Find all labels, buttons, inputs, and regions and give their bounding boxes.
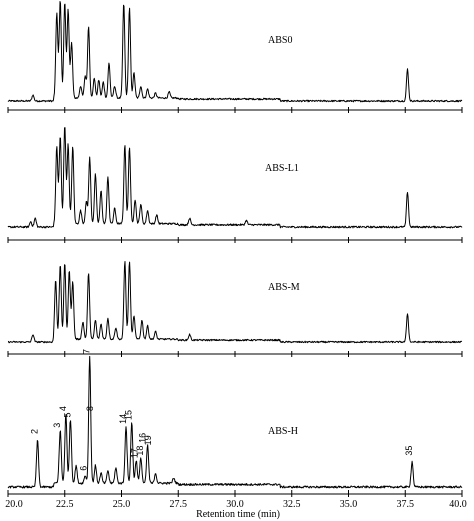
peak-label: 7	[82, 349, 92, 354]
x-tick-label: 22.5	[56, 499, 74, 510]
x-axis: 20.0 22.5 25.0 27.5 30.0 32.5 35.0 37.5 40.0	[5, 490, 467, 510]
panel-abs0: ABS0	[7, 1, 463, 113]
panel-abs-m: ABS-M	[7, 261, 463, 357]
series-label: ABS0	[268, 35, 292, 46]
x-tick-label: 35.0	[340, 499, 358, 510]
series-label: ABS-M	[268, 282, 300, 293]
peak-label: 17	[129, 448, 139, 458]
series-label: ABS-H	[268, 426, 298, 437]
peak-label: 3	[52, 423, 62, 428]
x-tick-label: 27.5	[170, 499, 188, 510]
panel-abs-h: ABS-H	[7, 355, 463, 489]
x-tick-label: 25.0	[113, 499, 131, 510]
x-axis-label: Retention time (min)	[196, 509, 280, 520]
series-trace-abs-m	[7, 261, 463, 344]
peak-label: 16	[137, 433, 147, 443]
x-tick-label: 32.5	[283, 499, 301, 510]
peak-label: 19	[143, 435, 153, 445]
series-trace-abs-h	[7, 355, 463, 489]
peak-label: 6	[78, 466, 88, 471]
peak-label: 5	[62, 412, 72, 417]
peak-label: 14	[118, 414, 128, 424]
peak-label: 2	[30, 429, 40, 434]
panel-abs-l1: ABS-L1	[7, 127, 463, 243]
peak-label: 18	[135, 446, 145, 456]
peak-label: 4	[58, 406, 68, 411]
x-tick-label: 30.0	[226, 499, 244, 510]
series-label: ABS-L1	[265, 163, 299, 174]
peak-label: 15	[124, 410, 134, 420]
x-tick-label: 20.0	[5, 499, 23, 510]
series-trace-abs0	[7, 1, 463, 103]
x-tick-label: 37.5	[397, 499, 415, 510]
x-tick-label: 40.0	[449, 499, 467, 510]
series-trace-abs-l1	[7, 127, 463, 229]
peak-label: 35	[404, 446, 414, 456]
peak-label: 8	[85, 406, 95, 411]
